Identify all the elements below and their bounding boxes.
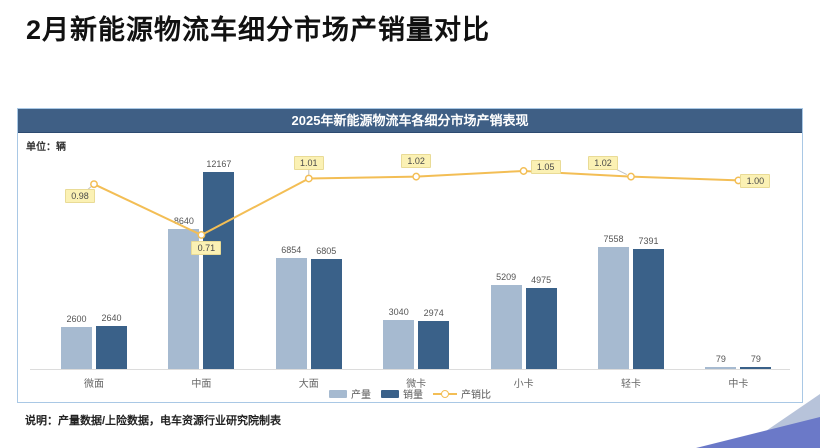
ratio-value-label: 1.02 <box>401 153 432 168</box>
category-label: 微卡 <box>406 379 427 390</box>
ratio-marker <box>304 174 313 183</box>
legend-label: 产量 <box>351 390 371 401</box>
category-label: 轻卡 <box>621 379 641 390</box>
unit-label: 单位：辆 <box>26 142 66 153</box>
ratio-value-label: 0.98 <box>65 189 95 204</box>
category-label: 微面 <box>84 379 104 390</box>
production-value-label: 7558 <box>603 233 624 244</box>
ratio-value-label: 1.02 <box>588 155 618 170</box>
production-value-label: 3040 <box>388 306 409 317</box>
sales-value-label: 79 <box>750 354 761 364</box>
production-bar <box>490 284 522 369</box>
production-bar <box>61 326 92 369</box>
legend-item-sales: 销量 <box>381 386 423 401</box>
production-bar <box>275 258 307 369</box>
production-value-label: 79 <box>715 354 726 364</box>
sales-bar <box>418 320 450 369</box>
sales-value-label: 4975 <box>531 275 552 286</box>
ratio-marker <box>412 172 421 181</box>
ratio-value-label: 1.01 <box>293 155 324 170</box>
production-legend-swatch <box>329 389 347 398</box>
ratio-legend-swatch <box>433 389 457 399</box>
sales-bar <box>525 288 557 369</box>
ratio-marker <box>627 172 635 181</box>
sales-value-label: 6805 <box>316 245 337 256</box>
ratio-marker <box>519 167 528 175</box>
combo-chart: 2600 2640 微面 8640 12167 中面 6854 6805 大面 3040 2974 微… <box>18 133 802 402</box>
corner-decoration-dark-triangle <box>696 417 820 448</box>
ratio-value-label: 0.71 <box>191 240 222 255</box>
ratio-value-label: 1.05 <box>530 159 561 174</box>
sales-legend-swatch <box>381 389 399 398</box>
chart-plot-area: 单位：辆 2600 2640 微面 8640 12167 中面 6854 6805 大面 3040… <box>18 133 802 402</box>
category-label: 小卡 <box>513 379 534 390</box>
production-value-label: 8640 <box>173 216 194 227</box>
sales-value-label: 2974 <box>423 307 444 318</box>
sales-bar <box>96 326 127 369</box>
sales-bar <box>310 258 342 369</box>
legend-label: 产销比 <box>461 390 491 401</box>
production-bar <box>705 367 737 369</box>
legend-item-production: 产量 <box>329 386 371 401</box>
sales-bar <box>203 172 235 369</box>
ratio-marker <box>90 180 98 189</box>
category-label: 中卡 <box>728 379 749 390</box>
production-value-label: 2600 <box>66 313 87 324</box>
sales-bar <box>633 249 664 369</box>
ratio-value-label: 1.00 <box>740 174 771 189</box>
legend-label: 销量 <box>403 390 423 401</box>
chart-title-bar: 2025年新能源物流车各细分市场产销表现 <box>18 109 802 133</box>
category-label: 大面 <box>298 379 319 390</box>
chart-card: 2025年新能源物流车各细分市场产销表现 单位：辆 2600 2640 微面 8640… <box>17 108 803 403</box>
sales-value-label: 7391 <box>638 236 659 247</box>
legend-item-ratio: 产销比 <box>433 386 491 401</box>
sales-bar <box>740 367 772 369</box>
production-bar <box>598 246 629 369</box>
source-note: 说明：产量数据/上险数据，电车资源行业研究院制表 <box>25 415 282 427</box>
category-label: 中面 <box>191 379 212 390</box>
production-value-label: 6854 <box>281 245 302 256</box>
sales-value-label: 12167 <box>206 159 232 169</box>
page-title: 2月新能源物流车细分市场产销量对比 <box>26 15 491 45</box>
sales-value-label: 2640 <box>101 313 122 324</box>
chart-legend: 产量 销量 产销比 <box>18 386 802 401</box>
x-axis-line <box>30 369 790 370</box>
production-bar <box>383 319 415 369</box>
production-value-label: 5209 <box>496 271 517 282</box>
